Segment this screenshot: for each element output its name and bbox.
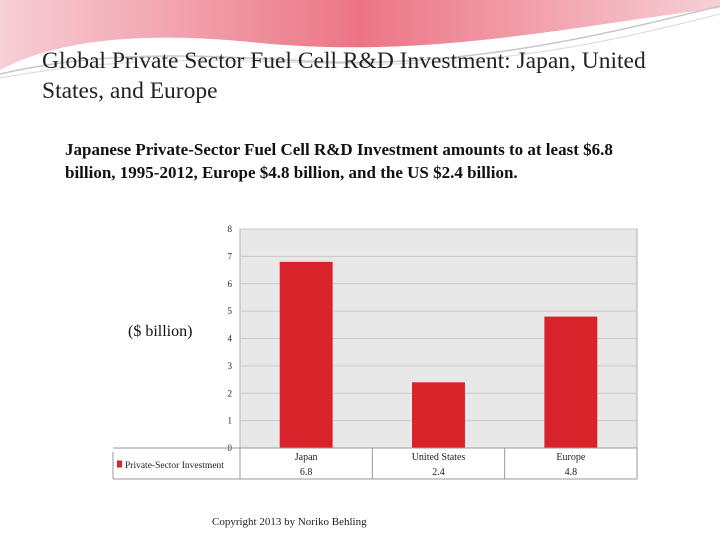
x-tick-label: Europe <box>556 452 585 463</box>
bar <box>544 316 598 448</box>
slide-subtitle: Japanese Private-Sector Fuel Cell R&D In… <box>65 140 613 182</box>
x-tick-label: Japan <box>295 452 318 463</box>
y-tick-label: 6 <box>228 279 233 289</box>
x-tick-label: United States <box>412 452 466 463</box>
data-label: 4.8 <box>565 467 578 478</box>
bar <box>279 261 333 448</box>
y-axis-label: ($ billion) <box>128 323 193 340</box>
y-tick-label: 8 <box>228 224 233 234</box>
y-tick-label: 4 <box>228 334 233 344</box>
copyright-notice: Copyright 2013 by Noriko Behling <box>212 516 367 528</box>
data-label: 2.4 <box>432 467 445 478</box>
slide-title: Global Private Sector Fuel Cell R&D Inve… <box>42 48 646 104</box>
title-banner-decoration <box>0 0 720 79</box>
legend-label: Private-Sector Investment <box>125 461 224 471</box>
data-label: 6.8 <box>300 467 313 478</box>
y-tick-label: 2 <box>228 388 233 398</box>
legend-swatch <box>117 460 122 468</box>
y-tick-label: 1 <box>228 416 233 426</box>
y-tick-label: 5 <box>228 306 233 316</box>
y-tick-label: 3 <box>228 361 233 371</box>
bar <box>412 382 465 448</box>
y-tick-label: 7 <box>228 251 233 261</box>
